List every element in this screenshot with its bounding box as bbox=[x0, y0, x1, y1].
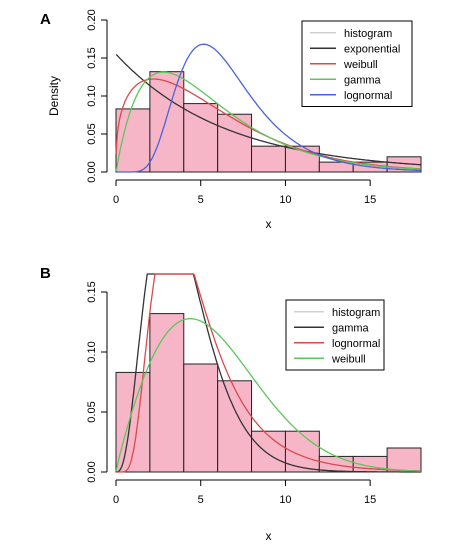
x-tick-label-5: 5 bbox=[198, 494, 204, 506]
x-tick-label-10: 10 bbox=[279, 494, 291, 506]
legend-label-weibull: weibull bbox=[343, 59, 378, 71]
histogram-bar-5 bbox=[285, 431, 319, 472]
histogram-bar-1 bbox=[150, 314, 184, 472]
histogram-bar-4 bbox=[252, 146, 286, 172]
y-tick-label-4: 0.20 bbox=[86, 9, 98, 30]
legend-label-exponential: exponential bbox=[344, 43, 400, 55]
legend-label-histogram: histogram bbox=[344, 28, 392, 40]
x-tick-label-0: 0 bbox=[113, 494, 119, 506]
legend: histogram exponential weibull gamma lognorma… bbox=[302, 21, 412, 107]
chart-panel-B: B 0 5 10 15 x 0.00 0.05 0.10 0.15 histogram gamma lo… bbox=[40, 265, 421, 543]
x-tick-label-15: 15 bbox=[364, 194, 376, 206]
legend: histogram gamma lognormal weibull bbox=[286, 300, 384, 370]
y-tick-label-1: 0.05 bbox=[86, 401, 98, 422]
histogram-bar-4 bbox=[252, 431, 286, 472]
y-tick-label-1: 0.05 bbox=[86, 123, 98, 144]
legend-label-weibull: weibull bbox=[331, 353, 366, 365]
histogram-bar-2 bbox=[184, 364, 218, 472]
histogram-bar-2 bbox=[184, 104, 218, 172]
histogram-bar-0 bbox=[116, 109, 150, 172]
chart-panel-A: A 0 5 10 15 x 0.00 0.05 0.10 0.15 0.20 Density histo… bbox=[40, 9, 421, 231]
legend-label-lognormal: lognormal bbox=[344, 90, 392, 102]
legend-label-gamma: gamma bbox=[344, 74, 382, 86]
y-tick-label-2: 0.10 bbox=[86, 85, 98, 106]
y-tick-label-0: 0.00 bbox=[86, 161, 98, 182]
x-axis-label: x bbox=[266, 529, 272, 543]
x-tick-label-10: 10 bbox=[279, 194, 291, 206]
x-tick-label-5: 5 bbox=[198, 194, 204, 206]
y-axis-label: Density bbox=[47, 76, 61, 116]
y-tick-label-2: 0.10 bbox=[86, 341, 98, 362]
legend-label-lognormal: lognormal bbox=[332, 338, 380, 350]
legend-label-gamma: gamma bbox=[332, 322, 370, 334]
y-tick-label-3: 0.15 bbox=[86, 281, 98, 302]
panel-label-B: B bbox=[40, 265, 51, 282]
y-tick-label-0: 0.00 bbox=[86, 461, 98, 482]
y-tick-label-3: 0.15 bbox=[86, 47, 98, 68]
panel-label-A: A bbox=[40, 11, 51, 28]
histogram-bar-3 bbox=[218, 381, 252, 472]
histogram-bar-3 bbox=[218, 114, 252, 172]
x-axis-label: x bbox=[266, 217, 272, 231]
histogram-bar-8 bbox=[387, 448, 421, 472]
legend-label-histogram: histogram bbox=[332, 307, 380, 319]
x-tick-label-15: 15 bbox=[364, 494, 376, 506]
x-tick-label-0: 0 bbox=[113, 194, 119, 206]
histogram-bar-0 bbox=[116, 372, 150, 472]
